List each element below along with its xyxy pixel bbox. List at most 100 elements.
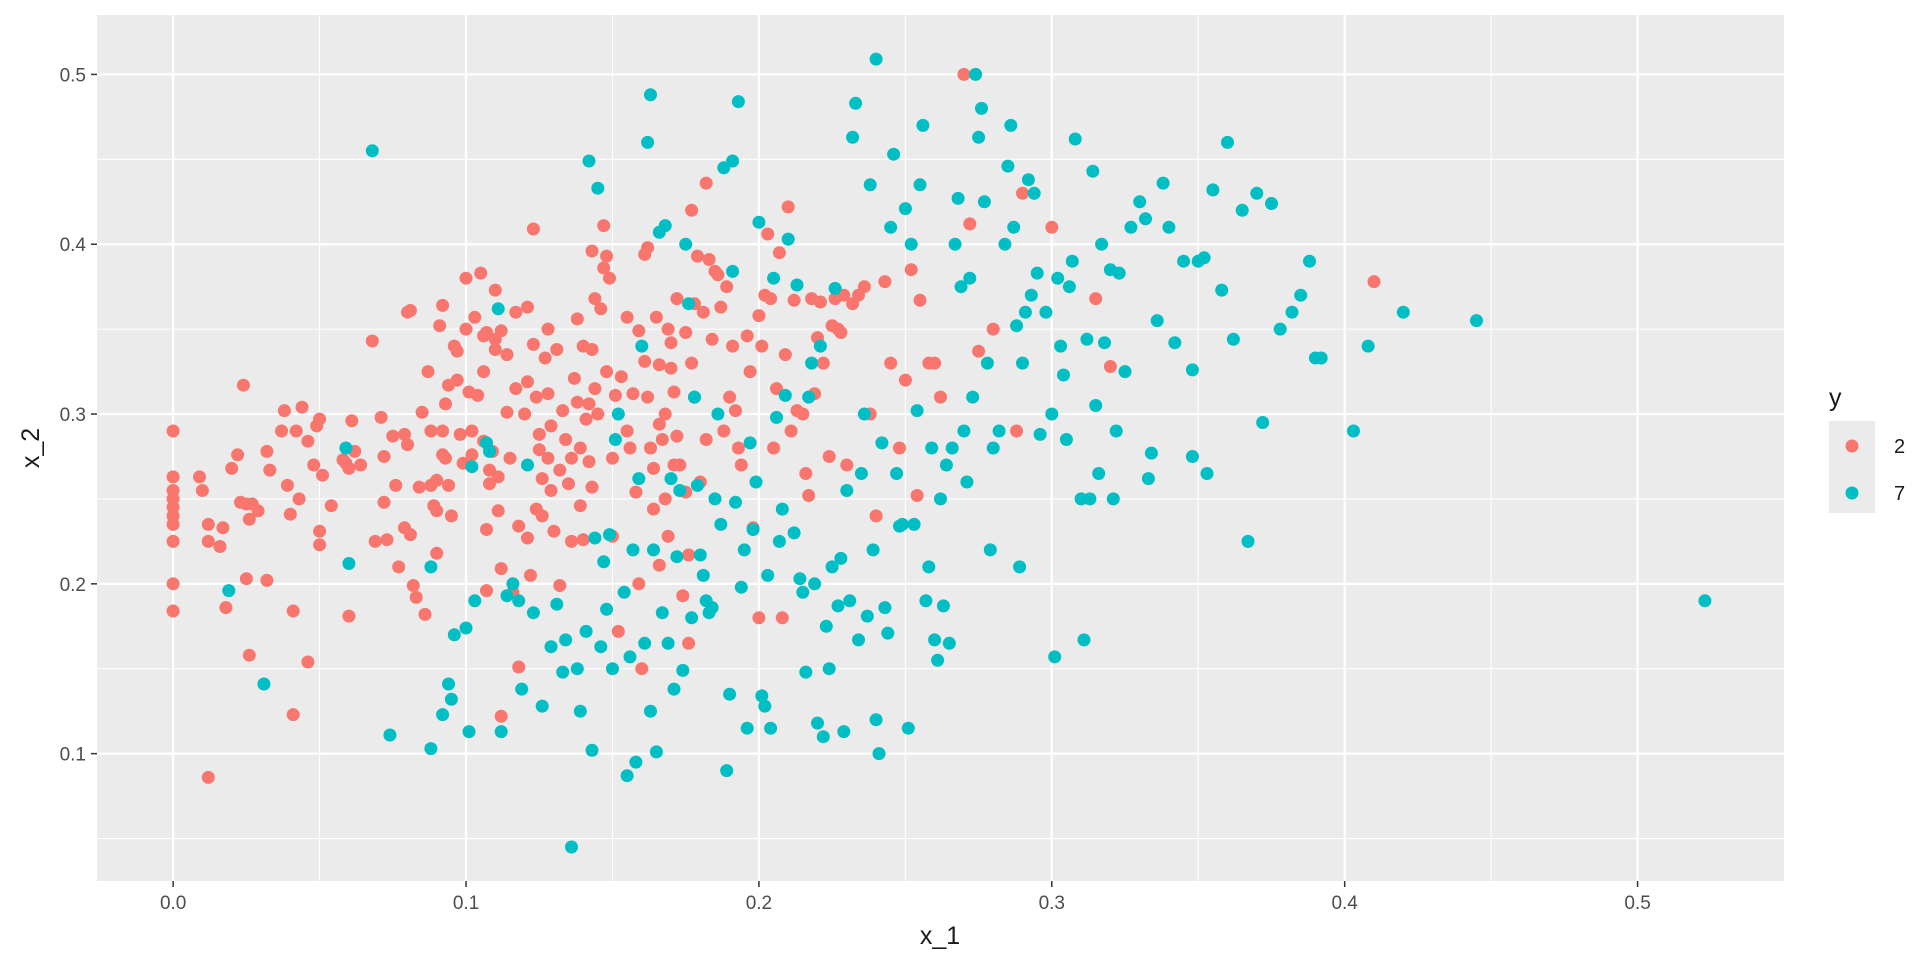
data-point: [480, 584, 493, 598]
data-point: [901, 721, 915, 735]
data-point: [834, 551, 848, 565]
data-point: [854, 467, 868, 480]
data-point: [652, 558, 666, 572]
data-point: [415, 405, 429, 419]
data-point: [752, 215, 766, 229]
data-point: [594, 640, 608, 654]
data-point: [483, 463, 496, 477]
data-point: [931, 653, 945, 667]
data-point: [380, 533, 394, 547]
data-point: [603, 271, 616, 285]
data-point: [945, 441, 959, 455]
data-point: [693, 548, 707, 562]
data-point: [1133, 195, 1147, 209]
data-point: [749, 475, 763, 489]
data-point: [746, 523, 760, 536]
data-point: [354, 458, 368, 472]
data-point: [1080, 332, 1094, 346]
data-point: [277, 404, 291, 418]
data-point: [1185, 363, 1199, 377]
data-point: [418, 607, 432, 621]
data-point: [1197, 251, 1211, 265]
data-point: [406, 579, 420, 592]
data-point: [635, 339, 649, 353]
data-point: [784, 424, 798, 438]
data-point: [1294, 288, 1308, 302]
data-point: [412, 480, 426, 494]
data-point: [166, 470, 180, 484]
data-point: [723, 390, 737, 404]
data-point: [1095, 237, 1109, 251]
data-point: [342, 609, 356, 623]
legend-label-7: 7: [1894, 483, 1905, 505]
data-point: [195, 484, 209, 497]
data-point: [450, 344, 464, 358]
data-point: [626, 543, 640, 557]
data-point: [324, 499, 338, 513]
data-point: [512, 660, 526, 674]
data-point: [761, 568, 775, 582]
data-point: [512, 519, 526, 533]
data-point: [286, 708, 300, 722]
data-point: [459, 322, 473, 336]
data-point: [960, 475, 974, 489]
data-point: [494, 709, 508, 723]
data-point: [1048, 650, 1062, 664]
data-point: [775, 611, 789, 625]
data-point: [916, 118, 930, 132]
data-point: [658, 407, 672, 421]
data-point: [236, 378, 250, 392]
data-point: [430, 504, 444, 518]
data-point: [729, 404, 742, 418]
data-point: [740, 329, 754, 343]
data-point: [1250, 186, 1264, 200]
data-point: [676, 663, 690, 677]
data-point: [345, 414, 359, 428]
data-point: [313, 538, 327, 552]
data-point: [887, 147, 901, 161]
data-point: [553, 579, 567, 592]
data-point: [869, 713, 883, 727]
data-point: [972, 344, 986, 358]
data-point: [679, 237, 693, 251]
data-point: [242, 512, 256, 526]
data-point: [494, 725, 508, 739]
data-point: [963, 217, 977, 231]
data-point: [802, 390, 816, 404]
data-point: [219, 601, 233, 615]
data-point: [822, 662, 836, 676]
data-point: [562, 477, 575, 491]
legend: y 2 7: [1829, 384, 1905, 513]
data-point: [444, 509, 458, 523]
data-point: [342, 557, 356, 570]
data-point: [424, 424, 438, 438]
legend-key-2: [1845, 439, 1859, 453]
data-point: [280, 478, 294, 492]
data-point: [737, 543, 751, 557]
data-point: [518, 407, 532, 421]
data-point: [670, 550, 684, 564]
data-point: [869, 509, 883, 523]
data-point: [591, 407, 605, 421]
data-point: [524, 568, 537, 582]
data-point: [802, 489, 816, 502]
data-point: [904, 237, 918, 251]
data-point: [409, 590, 423, 604]
data-point: [690, 478, 704, 492]
data-point: [468, 310, 482, 324]
data-point: [1144, 446, 1158, 460]
data-point: [1303, 254, 1316, 268]
data-point: [480, 523, 493, 536]
data-point: [1273, 322, 1287, 336]
data-point: [509, 305, 523, 319]
data-point: [313, 524, 327, 538]
data-point: [667, 682, 681, 696]
data-point: [813, 339, 827, 353]
data-point: [822, 450, 836, 463]
data-point: [389, 478, 403, 492]
data-point: [565, 534, 578, 548]
data-point: [377, 450, 391, 463]
data-point: [1077, 633, 1091, 647]
data-point: [166, 604, 180, 618]
data-point: [969, 67, 983, 81]
